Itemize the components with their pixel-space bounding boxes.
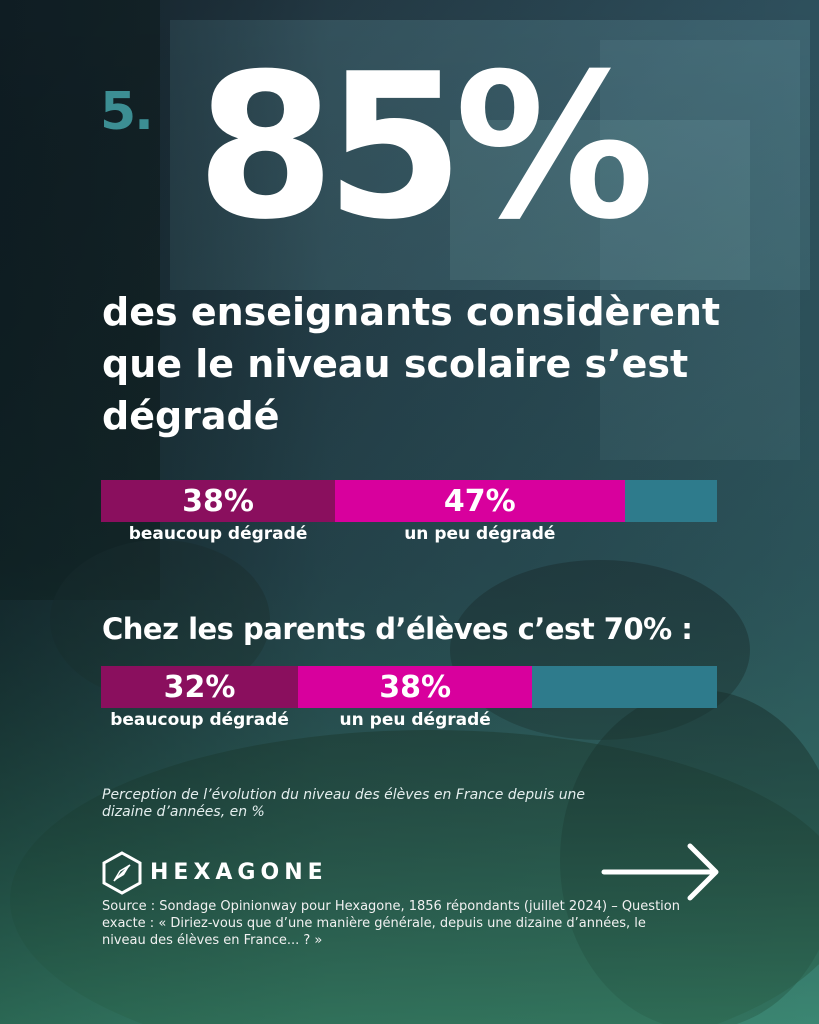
un-peu-segment: 38% <box>298 666 533 708</box>
segment-category-label: un peu dégradé <box>404 524 556 544</box>
parents-subheading: Chez les parents d’élèves c’est 70% : <box>102 612 693 646</box>
segment-value-label: 38% <box>379 669 452 705</box>
un-peu-segment: 47% <box>335 480 625 522</box>
beaucoup-segment: 32% <box>101 666 299 708</box>
source-text: Source : Sondage Opinionway pour Hexagon… <box>102 899 680 948</box>
big-stat: 85% <box>196 31 655 264</box>
beaucoup-segment: 38% <box>101 480 336 522</box>
brand-name: HEXAGONE <box>150 860 328 885</box>
segment-category-label: beaucoup dégradé <box>110 710 289 730</box>
next-arrow-icon[interactable] <box>600 840 724 904</box>
teachers-stacked-bar: 38% 47% <box>101 480 717 522</box>
remaining-segment <box>624 480 717 522</box>
segment-value-label: 47% <box>443 483 516 519</box>
headline-text: des enseignants considèrent que le nivea… <box>102 290 721 438</box>
item-number: 5. <box>100 82 154 142</box>
hexagone-logo-icon <box>102 851 142 895</box>
segment-value-label: 38% <box>182 483 254 519</box>
segment-value-label: 32% <box>163 669 236 705</box>
remaining-segment <box>532 666 717 708</box>
parents-stacked-bar: 32% 38% <box>101 666 717 708</box>
segment-category-label: beaucoup dégradé <box>128 524 308 544</box>
chart-note: Perception de l’évolution du niveau des … <box>102 787 586 820</box>
segment-category-label: un peu dégradé <box>339 710 491 730</box>
